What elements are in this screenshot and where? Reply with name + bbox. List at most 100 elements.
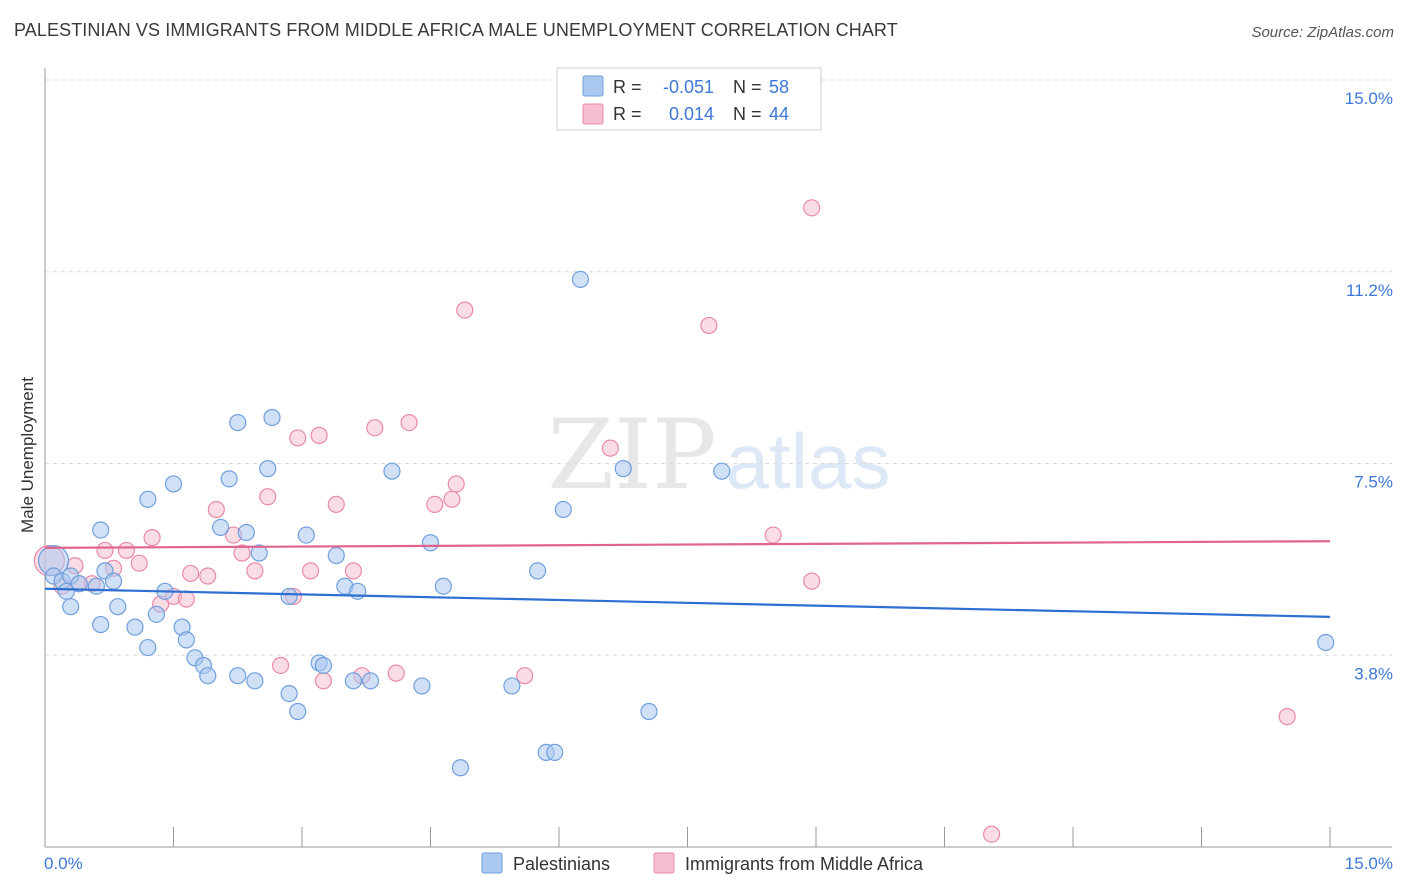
y-tick-label: 7.5% — [1354, 473, 1393, 492]
data-point-palestinians — [413, 677, 431, 695]
data-point-middle-africa — [426, 495, 444, 514]
legend-r-value-1: -0.051 — [663, 77, 714, 97]
trend-lines — [44, 540, 1331, 618]
data-point-middle-africa — [443, 490, 461, 508]
data-point-palestinians — [259, 460, 277, 478]
data-point-palestinians — [147, 605, 165, 623]
data-point-middle-africa — [207, 500, 225, 519]
data-point-palestinians — [554, 500, 572, 519]
data-point-middle-africa — [314, 672, 333, 690]
data-point-middle-africa — [289, 429, 307, 447]
data-point-middle-africa — [117, 541, 135, 560]
y-axis-label: Male Unemployment — [18, 377, 37, 533]
data-point-palestinians — [713, 462, 731, 480]
data-point-middle-africa — [327, 495, 345, 514]
data-point-palestinians — [1317, 633, 1335, 652]
watermark-atlas: atlas — [726, 417, 891, 505]
legend-n-label-1: N = — [733, 77, 762, 97]
data-point-middle-africa — [400, 413, 418, 432]
data-point-palestinians — [92, 521, 110, 539]
data-point-middle-africa — [803, 572, 821, 590]
x-tick-label-min: 0.0% — [44, 854, 83, 873]
watermark-zip: ZIP — [547, 399, 716, 511]
trend-line-palestinians — [44, 587, 1331, 618]
data-point-middle-africa — [271, 656, 290, 675]
data-point-palestinians — [109, 598, 127, 616]
y-tick-label: 3.8% — [1354, 664, 1393, 683]
series-legend: Palestinians Immigrants from Middle Afri… — [481, 852, 924, 874]
data-point-palestinians — [263, 408, 281, 427]
data-point-middle-africa — [764, 526, 782, 544]
data-point-middle-africa — [983, 825, 1001, 843]
data-point-palestinians — [280, 587, 298, 606]
data-point-palestinians — [421, 534, 440, 552]
data-point-palestinians — [62, 598, 80, 616]
correlation-legend: R = -0.051 N = 58 R = 0.014 N = 44 — [556, 67, 822, 131]
data-point-palestinians — [70, 575, 88, 593]
data-point-palestinians — [220, 470, 238, 488]
data-point-palestinians — [383, 462, 401, 480]
y-tick-labels: 15.0% 11.2% 7.5% 3.8% — [1345, 89, 1393, 683]
bottom-legend-label-palestinians: Palestinians — [513, 854, 610, 874]
trend-line-middle-africa — [44, 540, 1331, 549]
data-point-middle-africa — [366, 419, 384, 437]
data-point-middle-africa — [130, 554, 148, 572]
data-point-middle-africa — [344, 562, 362, 580]
data-point-palestinians — [297, 526, 315, 544]
data-point-palestinians — [640, 702, 658, 721]
data-point-middle-africa — [96, 541, 114, 560]
data-point-palestinians — [344, 672, 362, 690]
y-tick-label: 15.0% — [1345, 89, 1393, 108]
data-point-palestinians — [546, 743, 564, 762]
legend-n-value-2: 44 — [769, 104, 789, 124]
data-point-palestinians — [434, 577, 452, 595]
data-point-palestinians — [229, 413, 247, 432]
data-point-palestinians — [528, 562, 547, 580]
bottom-legend-label-middle-africa: Immigrants from Middle Africa — [685, 854, 924, 874]
data-point-palestinians — [280, 684, 298, 703]
legend-n-value-1: 58 — [769, 77, 789, 97]
data-point-palestinians — [139, 638, 157, 657]
data-point-middle-africa — [516, 667, 534, 685]
legend-r-label-1: R = — [613, 77, 642, 97]
legend-swatch-blue — [582, 75, 604, 97]
data-point-middle-africa — [601, 439, 620, 457]
y-tick-label: 11.2% — [1346, 281, 1393, 300]
data-point-middle-africa — [803, 199, 821, 217]
data-point-middle-africa — [456, 301, 474, 319]
data-point-palestinians — [349, 582, 367, 600]
data-point-palestinians — [451, 759, 470, 777]
data-point-middle-africa — [182, 564, 200, 583]
data-point-palestinians — [104, 572, 123, 590]
data-point-palestinians — [199, 667, 217, 685]
data-point-middle-africa — [177, 590, 195, 608]
x-axis-ticks — [44, 827, 1331, 847]
data-point-palestinians — [246, 672, 264, 690]
data-point-palestinians — [314, 656, 333, 675]
x-tick-label-max: 15.0% — [1345, 854, 1393, 873]
data-point-palestinians — [503, 677, 521, 695]
source-credit: Source: ZipAtlas.com — [1251, 24, 1394, 41]
data-point-palestinians — [327, 546, 345, 565]
data-point-palestinians — [237, 523, 255, 542]
data-point-middle-africa — [700, 316, 718, 335]
legend-n-label-2: N = — [733, 104, 762, 124]
chart-title: PALESTINIAN VS IMMIGRANTS FROM MIDDLE AF… — [14, 20, 898, 40]
data-point-middle-africa — [246, 562, 264, 580]
legend-r-label-2: R = — [613, 104, 642, 124]
legend-r-value-2: 0.014 — [669, 104, 714, 124]
data-point-palestinians — [92, 615, 110, 634]
data-point-palestinians — [250, 544, 268, 562]
data-point-palestinians — [212, 518, 230, 537]
bottom-legend-swatch-palestinians — [481, 852, 503, 874]
data-point-middle-africa — [447, 475, 465, 493]
data-point-middle-africa — [1278, 708, 1296, 726]
legend-swatch-pink — [582, 103, 604, 125]
series-palestinians-points — [37, 270, 1335, 777]
data-point-palestinians — [164, 475, 183, 493]
data-point-middle-africa — [259, 488, 277, 506]
data-point-middle-africa — [143, 529, 161, 547]
data-point-palestinians — [87, 577, 106, 595]
data-point-palestinians — [571, 270, 590, 289]
